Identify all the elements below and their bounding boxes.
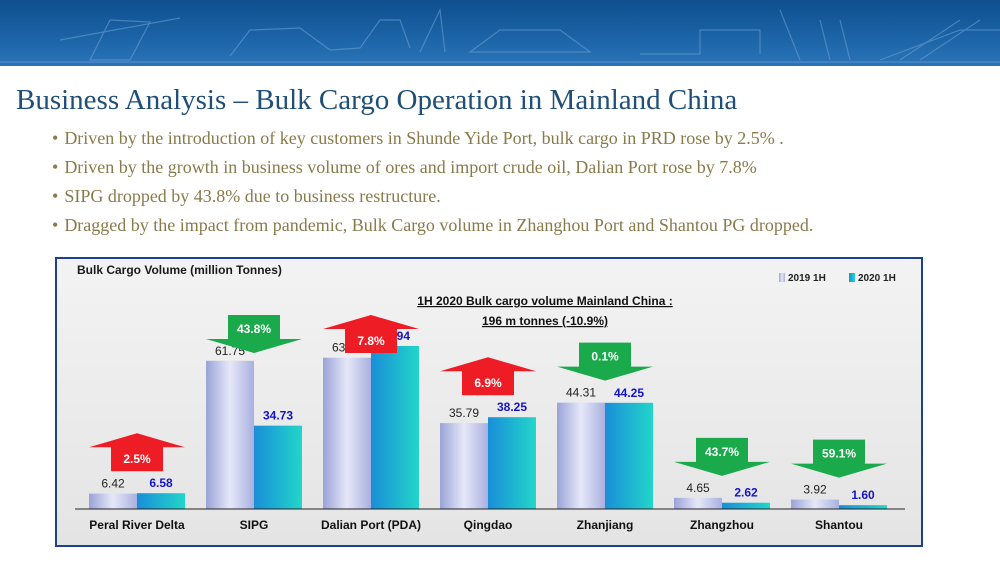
bar-2020	[722, 502, 770, 509]
bar-2020	[137, 493, 185, 509]
category-label: Zhangzhou	[690, 518, 754, 532]
data-label-2019: 3.92	[803, 483, 827, 497]
category-label: Qingdao	[464, 518, 513, 532]
chart-annotation-line2: 196 m tonnes (-10.9%)	[482, 314, 608, 328]
change-label: 7.8%	[357, 334, 385, 348]
legend-swatch-2020	[849, 273, 855, 282]
bullet-item: • SIPG dropped by 43.8% due to business r…	[52, 182, 992, 211]
bullet-text: Dragged by the impact from pandemic, Bul…	[64, 215, 814, 235]
port-skyline-illustration	[0, 7, 1000, 63]
data-label-2019: 44.31	[566, 386, 596, 400]
chart-title: Bulk Cargo Volume (million Tonnes)	[77, 263, 282, 277]
page-title: Business Analysis – Bulk Cargo Operation…	[16, 84, 738, 116]
bullet-item: • Dragged by the impact from pandemic, Bu…	[52, 211, 992, 240]
data-label-2020: 2.62	[734, 486, 758, 500]
bar-2019	[323, 357, 371, 509]
data-label-2020: 6.58	[149, 476, 173, 490]
chart-legend: 2019 1H 2020 1H	[779, 273, 896, 284]
data-label-2020: 1.60	[851, 488, 875, 502]
bullet-dot-icon: •	[52, 157, 59, 177]
change-label: 0.1%	[591, 350, 619, 364]
change-label: 43.8%	[237, 322, 271, 336]
bullet-list: • Driven by the introduction of key custo…	[52, 124, 992, 240]
category-label: Peral River Delta	[89, 518, 185, 532]
bar-2020	[839, 505, 887, 509]
change-label: 2.5%	[123, 452, 151, 466]
down-arrow-icon	[206, 315, 302, 353]
bulk-cargo-chart: Bulk Cargo Volume (million Tonnes) 2019 …	[55, 257, 923, 547]
bar-2019	[674, 497, 722, 509]
up-arrow-icon	[440, 357, 536, 396]
bullet-dot-icon: •	[52, 215, 59, 235]
bar-2019	[89, 493, 137, 509]
up-arrow-icon	[323, 315, 419, 353]
data-label-2019: 6.42	[101, 477, 125, 491]
header-banner	[0, 0, 1000, 66]
change-label: 6.9%	[474, 376, 502, 390]
bar-2019	[206, 360, 254, 509]
bullet-text: Driven by the introduction of key custom…	[64, 128, 784, 148]
down-arrow-icon	[557, 342, 653, 381]
bar-2020	[488, 417, 536, 509]
bullet-text: Driven by the growth in business volume …	[64, 157, 757, 177]
bar-2019	[440, 423, 488, 509]
data-label-2020: 44.25	[614, 386, 644, 400]
bullet-dot-icon: •	[52, 128, 59, 148]
legend-label-2019: 2019 1H	[788, 273, 826, 284]
bar-2020	[371, 345, 419, 509]
bar-2019	[557, 402, 605, 509]
change-label: 43.7%	[705, 445, 739, 459]
bullet-item: • Driven by the growth in business volume…	[52, 153, 992, 182]
chart-annotation-line1: 1H 2020 Bulk cargo volume Mainland China…	[417, 294, 672, 308]
category-label: SIPG	[240, 518, 269, 532]
down-arrow-icon	[791, 439, 887, 478]
down-arrow-icon	[674, 437, 770, 476]
legend-label-2020: 2020 1H	[858, 273, 896, 284]
data-label-2020: 38.25	[497, 400, 527, 414]
data-label-2020: 34.73	[263, 409, 293, 423]
bar-2019	[791, 499, 839, 509]
data-label-2019: 35.79	[449, 406, 479, 420]
category-label: Zhanjiang	[577, 518, 634, 532]
bar-2020	[605, 402, 653, 509]
bullet-text: SIPG dropped by 43.8% due to business re…	[64, 186, 441, 206]
up-arrow-icon	[89, 433, 185, 472]
category-label: Dalian Port (PDA)	[321, 518, 421, 532]
bullet-dot-icon: •	[52, 186, 59, 206]
bar-2020	[254, 425, 302, 509]
category-label: Shantou	[815, 518, 863, 532]
bullet-item: • Driven by the introduction of key custo…	[52, 124, 992, 153]
change-label: 59.1%	[822, 447, 856, 461]
chart-canvas: Bulk Cargo Volume (million Tonnes) 2019 …	[75, 263, 905, 532]
legend-swatch-2019	[779, 273, 785, 282]
data-label-2019: 4.65	[686, 481, 710, 495]
